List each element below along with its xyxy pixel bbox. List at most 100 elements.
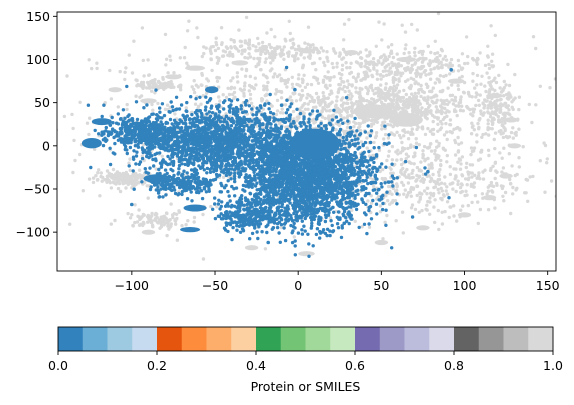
scatter-point bbox=[295, 119, 299, 123]
scatter-point bbox=[386, 122, 390, 127]
scatter-point bbox=[273, 72, 277, 76]
scatter-point bbox=[390, 192, 394, 196]
scatter-point bbox=[247, 122, 252, 126]
scatter-point bbox=[422, 90, 426, 95]
scatter-point bbox=[471, 79, 475, 83]
scatter-point bbox=[476, 174, 481, 178]
scatter-point bbox=[375, 120, 379, 125]
scatter-point bbox=[466, 54, 470, 59]
scatter-point bbox=[428, 179, 432, 184]
scatter-point bbox=[371, 88, 375, 93]
scatter-point bbox=[275, 109, 280, 113]
scatter-point bbox=[369, 83, 374, 88]
scatter-point bbox=[457, 142, 461, 146]
scatter-point bbox=[307, 120, 311, 124]
scatter-point bbox=[364, 186, 368, 191]
scatter-point bbox=[400, 210, 405, 214]
scatter-point bbox=[389, 51, 393, 56]
scatter-point bbox=[237, 28, 241, 32]
scatter-point bbox=[291, 54, 295, 58]
scatter-point bbox=[493, 33, 497, 38]
scatter-point bbox=[503, 190, 508, 195]
scatter-point bbox=[344, 61, 348, 65]
scatter-point bbox=[514, 130, 518, 135]
scatter-point bbox=[125, 107, 129, 112]
scatter-point bbox=[513, 72, 517, 77]
scatter-point bbox=[306, 102, 310, 106]
scatter-point bbox=[214, 36, 218, 40]
scatter-point bbox=[372, 184, 376, 189]
scatter-point bbox=[319, 46, 323, 50]
scatter-point bbox=[466, 172, 471, 176]
scatter-point bbox=[108, 68, 112, 73]
scatter-point bbox=[142, 74, 146, 78]
scatter-point bbox=[431, 132, 436, 136]
scatter-point bbox=[391, 184, 395, 188]
scatter-point bbox=[265, 31, 269, 35]
scatter-point bbox=[439, 119, 443, 124]
scatter-point bbox=[124, 186, 128, 190]
scatter-point bbox=[229, 46, 233, 50]
scatter-point bbox=[440, 106, 445, 110]
scatter-point bbox=[249, 101, 254, 106]
scatter-point bbox=[453, 95, 458, 100]
scatter-point bbox=[387, 102, 392, 106]
scatter-point bbox=[279, 90, 284, 95]
scatter-point bbox=[317, 101, 321, 105]
scatter-point bbox=[487, 62, 491, 67]
scatter-point bbox=[481, 113, 485, 117]
scatter-point bbox=[279, 225, 284, 230]
scatter-point bbox=[380, 127, 384, 131]
scatter-point bbox=[436, 178, 440, 182]
scatter-point bbox=[353, 219, 357, 223]
scatter-point bbox=[325, 56, 329, 60]
scatter-point bbox=[433, 198, 437, 202]
scatter-point bbox=[433, 81, 437, 85]
scatter-point bbox=[233, 95, 237, 100]
scatter-point bbox=[433, 51, 437, 56]
scatter-point bbox=[123, 70, 127, 75]
scatter-point bbox=[395, 188, 399, 193]
scatter-point bbox=[345, 155, 350, 159]
scatter-point bbox=[124, 66, 128, 70]
scatter-point bbox=[356, 61, 360, 65]
scatter-point bbox=[409, 206, 414, 210]
scatter-point bbox=[437, 227, 441, 232]
scatter-point bbox=[386, 136, 391, 140]
scatter-point bbox=[500, 120, 504, 124]
scatter-cluster bbox=[389, 113, 423, 127]
scatter-point bbox=[415, 184, 419, 188]
scatter-point bbox=[527, 102, 531, 107]
scatter-point bbox=[350, 109, 354, 113]
scatter-point bbox=[176, 84, 181, 89]
scatter-point bbox=[477, 118, 481, 122]
scatter-point bbox=[111, 167, 116, 172]
scatter-point bbox=[372, 66, 376, 70]
scatter-point bbox=[458, 167, 463, 171]
scatter-point bbox=[165, 233, 169, 238]
scatter-point bbox=[193, 102, 198, 106]
scatter-point bbox=[419, 160, 423, 164]
scatter-point bbox=[263, 247, 268, 251]
scatter-point bbox=[495, 181, 499, 186]
scatter-point bbox=[377, 145, 381, 150]
scatter-point bbox=[303, 229, 307, 233]
scatter-point bbox=[491, 121, 495, 125]
scatter-point bbox=[342, 38, 346, 42]
scatter-point bbox=[498, 151, 502, 155]
scatter-point bbox=[218, 99, 222, 103]
scatter-point bbox=[501, 166, 506, 170]
scatter-point bbox=[419, 72, 423, 76]
scatter-point bbox=[402, 192, 406, 196]
scatter-point bbox=[385, 213, 389, 218]
scatter-point bbox=[99, 171, 104, 175]
scatter-point bbox=[470, 121, 474, 125]
scatter-point bbox=[295, 107, 299, 112]
scatter-point bbox=[359, 140, 364, 144]
scatter-point bbox=[367, 225, 372, 229]
scatter-point bbox=[423, 166, 427, 170]
scatter-point bbox=[415, 178, 419, 182]
scatter-point bbox=[349, 70, 354, 75]
scatter-point bbox=[433, 148, 437, 153]
scatter-point bbox=[278, 240, 282, 244]
